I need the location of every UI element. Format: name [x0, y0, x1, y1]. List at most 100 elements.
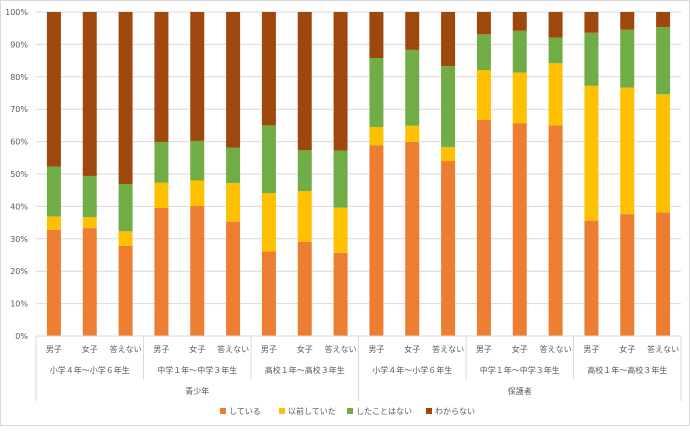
group-label: 中学１年～中学３年生: [480, 365, 560, 375]
bar-segment-3: [441, 66, 456, 148]
bar-segment-4: [405, 12, 420, 50]
bar-segment-4: [441, 12, 456, 67]
bar-segment-4: [548, 12, 563, 38]
category-label: 女子: [404, 344, 420, 354]
bar-segment-4: [118, 12, 133, 185]
bar-segment-3: [476, 34, 491, 70]
bar-segment-3: [190, 140, 205, 181]
bar-segment-3: [656, 27, 671, 95]
category-label: 男子: [368, 345, 384, 354]
bar-segment-2: [441, 147, 456, 162]
group-label: 高校１年～高校３年生: [587, 365, 667, 375]
bar-segment-2: [620, 87, 635, 215]
bar-segment-3: [46, 166, 61, 217]
bar-segment-2: [405, 125, 420, 142]
bar-segment-1: [476, 119, 491, 336]
legend-label: わからない: [435, 407, 475, 416]
category-label: 女子: [82, 344, 98, 354]
bar-segment-4: [656, 12, 671, 28]
bar-segment-2: [190, 180, 205, 207]
bar-segment-2: [226, 183, 241, 222]
bar-segment-4: [584, 12, 599, 33]
y-tick-label: 70%: [10, 105, 28, 114]
top-group-label: 保護者: [508, 386, 532, 396]
category-label: 答えない: [217, 344, 249, 354]
bar-segment-3: [118, 184, 133, 232]
legend-label: している: [229, 407, 261, 416]
bar-segment-4: [154, 12, 169, 142]
legend-label: 以前していた: [288, 406, 336, 416]
bar-segment-2: [333, 207, 348, 253]
group-label: 高校１年～高校３年生: [265, 365, 345, 375]
y-tick-label: 40%: [10, 202, 28, 211]
y-tick-label: 0%: [15, 332, 28, 341]
bar-segment-1: [620, 214, 635, 336]
bar-segment-4: [261, 12, 276, 126]
category-label: 男子: [261, 345, 277, 354]
y-tick-label: 30%: [10, 235, 28, 244]
bar-segment-4: [512, 12, 527, 31]
category-label: 男子: [46, 345, 62, 354]
bar-segment-4: [620, 12, 635, 30]
bar-segment-4: [46, 12, 61, 167]
bar-segment-4: [369, 12, 384, 59]
bar-segment-1: [512, 123, 527, 336]
bar-segment-4: [333, 12, 348, 151]
bar-segment-2: [261, 193, 276, 252]
bar-segment-1: [584, 220, 599, 336]
bar-segment-4: [297, 12, 312, 151]
bar-segment-1: [333, 252, 348, 336]
bar-segment-2: [82, 217, 97, 229]
bar-segment-1: [405, 141, 420, 336]
bar-segment-1: [261, 251, 276, 336]
category-label: 男子: [476, 345, 492, 354]
bar-segment-1: [441, 161, 456, 336]
y-tick-label: 60%: [10, 138, 28, 147]
bar-segment-1: [82, 228, 97, 336]
bar-segment-1: [656, 212, 671, 336]
bar-segment-1: [154, 207, 169, 336]
bar-segment-3: [548, 37, 563, 64]
bar-segment-1: [190, 206, 205, 336]
bar-segment-2: [476, 69, 491, 120]
bar-segment-1: [226, 221, 241, 336]
bar-segment-3: [261, 125, 276, 194]
legend-swatch-4: [426, 408, 432, 414]
legend-swatch-1: [220, 408, 226, 414]
category-label: 答えない: [647, 344, 679, 354]
category-label: 女子: [297, 344, 313, 354]
bar-segment-3: [333, 150, 348, 208]
bar-segment-4: [190, 12, 205, 141]
legend-swatch-2: [279, 408, 285, 414]
top-group-label: 青少年: [185, 386, 209, 396]
bar-segment-2: [548, 63, 563, 126]
y-tick-label: 80%: [10, 73, 28, 82]
bar-segment-3: [512, 30, 527, 73]
bar-segment-3: [154, 141, 169, 183]
bar-segment-3: [584, 32, 599, 86]
y-tick-label: 20%: [10, 267, 28, 276]
category-label: 答えない: [432, 344, 464, 354]
category-label: 女子: [619, 344, 635, 354]
category-label: 答えない: [110, 344, 142, 354]
bar-segment-2: [656, 94, 671, 213]
bar-segment-2: [118, 231, 133, 246]
category-label: 男子: [153, 345, 169, 354]
bar-segment-1: [46, 229, 61, 336]
category-label: 女子: [512, 344, 528, 354]
bar-segment-2: [154, 182, 169, 208]
category-label: 男子: [583, 345, 599, 354]
y-tick-label: 10%: [10, 300, 28, 309]
legend-label: したことはない: [356, 407, 412, 416]
group-label: 中学１年～中学３年生: [157, 365, 237, 375]
bar-segment-1: [297, 241, 312, 336]
bar-segment-2: [584, 85, 599, 221]
bar-segment-2: [369, 127, 384, 146]
legend-swatch-3: [347, 408, 353, 414]
bar-segment-1: [118, 245, 133, 336]
bar-segment-3: [620, 29, 635, 88]
bar-segment-2: [46, 216, 61, 230]
bar-segment-1: [369, 145, 384, 336]
